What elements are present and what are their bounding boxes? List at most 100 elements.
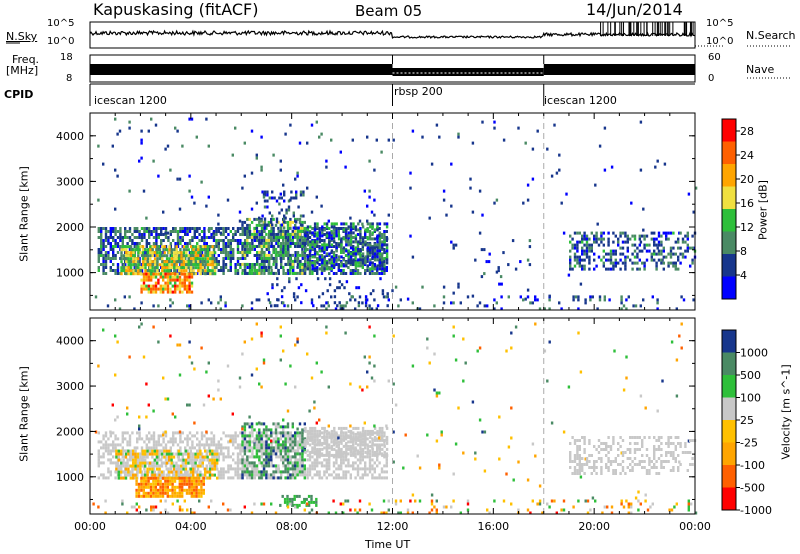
data-cell — [176, 242, 180, 245]
data-cell — [127, 470, 130, 474]
data-cell — [204, 272, 207, 276]
data-cell — [168, 251, 171, 255]
data-cell — [534, 295, 537, 299]
data-cell — [243, 470, 247, 474]
data-cell — [364, 236, 367, 239]
data-cell — [134, 266, 138, 270]
data-cell — [318, 473, 321, 477]
data-cell — [149, 482, 153, 486]
data-cell — [371, 246, 374, 250]
data-cell — [236, 251, 240, 254]
data-cell — [665, 234, 668, 238]
data-cell — [272, 217, 275, 221]
data-cell — [282, 223, 285, 227]
data-cell — [258, 443, 261, 447]
data-cell — [286, 241, 290, 245]
data-cell — [162, 290, 165, 294]
data-cell — [345, 240, 348, 244]
data-cell — [122, 266, 126, 270]
data-cell — [152, 494, 155, 498]
data-cell — [115, 470, 118, 474]
data-cell — [246, 422, 249, 426]
data-cell — [354, 307, 357, 311]
data-cell — [294, 455, 297, 459]
data-cell — [162, 440, 165, 444]
data-cell — [275, 467, 278, 471]
data-cell — [122, 461, 125, 465]
data-cell — [120, 452, 123, 456]
data-cell — [248, 250, 251, 254]
data-cell — [215, 464, 218, 468]
data-cell — [287, 272, 290, 275]
data-cell — [171, 482, 174, 486]
data-cell — [352, 222, 355, 226]
data-cell — [203, 227, 206, 230]
data-cell — [298, 452, 302, 456]
data-cell — [145, 272, 148, 276]
data-cell — [195, 476, 198, 480]
data-cell — [200, 437, 204, 441]
data-cell — [272, 431, 276, 435]
data-cell — [337, 269, 340, 272]
data-cell — [158, 248, 162, 252]
data-cell — [205, 443, 208, 447]
data-cell — [217, 452, 220, 456]
data-cell — [638, 243, 641, 247]
data-cell — [174, 284, 177, 288]
data-cell — [335, 246, 338, 250]
data-cell — [325, 464, 328, 468]
data-cell — [251, 434, 254, 438]
data-cell — [292, 449, 295, 453]
data-cell — [97, 431, 100, 435]
data-cell — [323, 464, 326, 468]
data-cell — [585, 252, 589, 256]
data-cell — [222, 455, 225, 459]
data-cell — [157, 233, 160, 236]
data-cell — [692, 298, 695, 302]
data-cell — [132, 251, 135, 255]
data-cell — [624, 267, 627, 271]
data-cell — [495, 301, 498, 305]
data-cell — [452, 291, 455, 295]
data-cell — [286, 455, 290, 459]
data-cell — [333, 258, 336, 262]
data-cell — [304, 444, 307, 448]
data-cell — [220, 269, 223, 272]
data-cell — [196, 464, 200, 468]
y-tick-label: 2000 — [56, 221, 84, 234]
data-cell — [170, 470, 173, 474]
data-cell — [301, 226, 304, 230]
data-cell — [248, 271, 251, 275]
data-cell — [141, 245, 145, 249]
data-cell — [289, 446, 292, 450]
data-cell — [124, 236, 127, 239]
data-cell — [169, 467, 172, 471]
data-cell — [299, 193, 303, 197]
data-cell — [124, 263, 127, 266]
data-cell — [148, 464, 151, 468]
data-cell — [220, 227, 223, 230]
data-cell — [378, 233, 381, 236]
data-cell — [275, 217, 279, 221]
data-cell — [364, 269, 367, 272]
data-cell — [253, 248, 256, 251]
data-cell — [196, 467, 200, 471]
data-cell — [294, 452, 297, 456]
data-cell — [166, 284, 170, 288]
data-cell — [140, 269, 144, 272]
data-cell — [267, 452, 270, 456]
data-cell — [292, 211, 295, 215]
data-cell — [262, 262, 266, 266]
data-cell — [232, 458, 235, 462]
data-cell — [227, 440, 230, 444]
data-cell — [177, 257, 181, 261]
data-cell — [294, 256, 297, 260]
data-cell — [162, 473, 165, 477]
data-cell — [185, 254, 188, 258]
data-cell — [112, 239, 115, 242]
data-cell — [251, 431, 254, 435]
data-cell — [213, 251, 217, 255]
data-cell — [162, 452, 165, 456]
data-cell — [361, 263, 364, 266]
data-cell — [100, 248, 103, 251]
